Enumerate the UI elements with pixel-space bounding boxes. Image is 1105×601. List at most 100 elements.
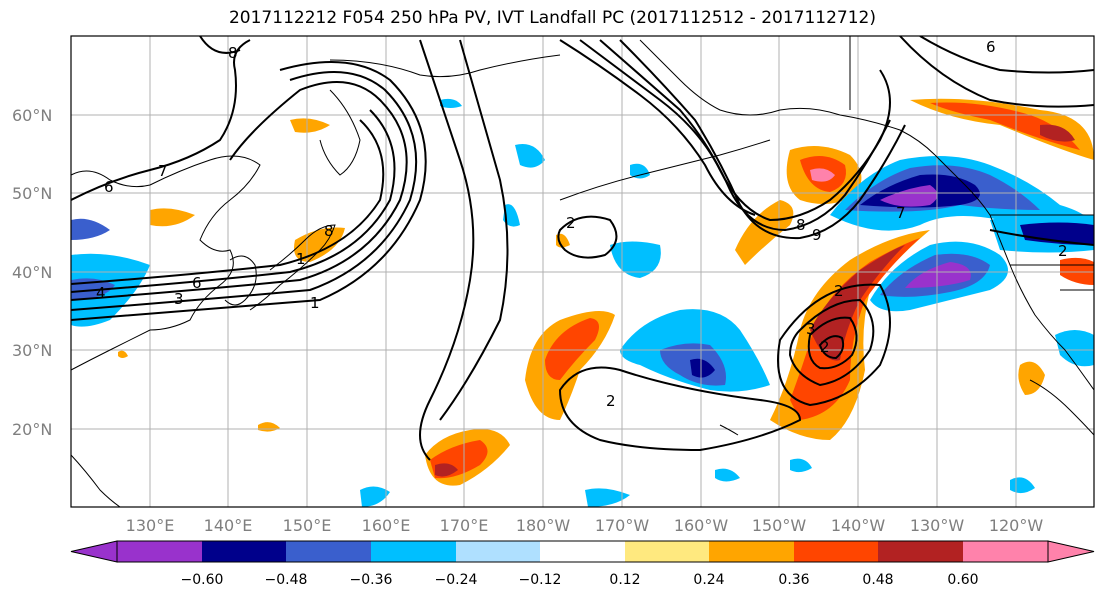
contour-jet-5 xyxy=(71,119,385,285)
colorbar-segment xyxy=(709,541,794,562)
colorbar-segment xyxy=(963,541,1048,562)
contour-cutoff-3 xyxy=(777,283,891,407)
colorbar-extend-low xyxy=(70,540,118,563)
map-frame xyxy=(70,35,1095,508)
lat-label: 50°N xyxy=(12,184,52,203)
contour-label: 6 xyxy=(104,178,114,196)
colorbar-tick-label: −0.24 xyxy=(435,572,478,588)
coastlines xyxy=(71,36,1094,507)
colorbar-segment xyxy=(117,541,202,562)
coast-siberia xyxy=(329,54,561,78)
negative-anomaly-mexico xyxy=(1055,330,1094,367)
colorbar-segment xyxy=(540,541,625,562)
negative-anomaly-mid-4 xyxy=(630,163,650,179)
lon-label: 130°E xyxy=(126,516,175,535)
contour-label: 6 xyxy=(986,38,996,56)
lon-label: 160°W xyxy=(674,516,729,535)
contour-label: 8 xyxy=(324,222,334,240)
colorbar-segment xyxy=(371,541,456,562)
negative-anomaly-coast-core xyxy=(880,185,938,207)
contour-east-2 xyxy=(899,36,1094,108)
colorbar-outline xyxy=(116,540,1049,563)
contour-west-8 xyxy=(199,36,241,54)
lon-label: 150°E xyxy=(283,516,332,535)
contour-label: 8 xyxy=(228,44,238,62)
longitude-labels: 130°E 140°E 150°E 160°E 170°E 180°W 170°… xyxy=(126,516,1044,535)
colorbar-segment xyxy=(625,541,709,562)
lon-label: 120°W xyxy=(989,516,1044,535)
colorbar-tick-label: −0.60 xyxy=(181,572,224,588)
lon-label: 150°W xyxy=(752,516,807,535)
contour-east-3 xyxy=(989,229,1094,246)
contour-label: 1 xyxy=(310,294,320,312)
lon-label: 140°E xyxy=(204,516,253,535)
contour-trough-3 xyxy=(619,39,906,240)
chart-title: 2017112212 F054 250 hPa PV, IVT Landfall… xyxy=(228,8,876,28)
negative-anomaly-s3 xyxy=(715,468,740,482)
negative-anomaly-central-core xyxy=(690,358,715,378)
colorbar-tick-label: −0.36 xyxy=(350,572,393,588)
contour-label: 7 xyxy=(896,204,906,222)
gridlines xyxy=(71,36,1094,507)
colorbar-segment xyxy=(286,541,371,562)
coast-us-west xyxy=(989,214,1094,391)
negative-anomaly-mid-3 xyxy=(503,204,520,227)
contour-cutoff-1 xyxy=(788,298,875,387)
coast-kamchatka xyxy=(319,89,361,176)
coast-aleutians xyxy=(559,139,771,201)
colorbar-segment xyxy=(456,541,540,562)
negative-anomaly-south-coast-core xyxy=(905,262,971,288)
contour-label: 7 xyxy=(158,162,168,180)
colorbar-tick-label: 0.12 xyxy=(609,572,640,588)
contour-ridge-2 xyxy=(439,39,509,421)
colorbar-segment xyxy=(794,541,878,562)
lon-label: 170°E xyxy=(440,516,489,535)
contour-label: 2 xyxy=(566,214,576,232)
positive-anomaly-kamchatka xyxy=(290,118,330,133)
lat-label: 40°N xyxy=(12,263,52,282)
contour-label: 2 xyxy=(820,338,830,356)
colorbar-segment xyxy=(202,541,286,562)
contour-east-1 xyxy=(919,36,1094,74)
contour-jet-3 xyxy=(71,61,427,321)
positive-anomaly-central-core xyxy=(545,318,599,380)
contour-label: 3 xyxy=(174,290,184,308)
contour-jet-1 xyxy=(71,81,408,301)
coast-hawaii xyxy=(719,424,739,436)
colorbar-tick-label: 0.60 xyxy=(947,572,978,588)
negative-anomaly-west xyxy=(71,218,110,240)
colorbar-tick-label: −0.12 xyxy=(519,572,562,588)
ivt-shading xyxy=(71,98,1094,507)
lon-label: 180°W xyxy=(516,516,571,535)
lat-label: 30°N xyxy=(12,341,52,360)
pv-contours xyxy=(71,36,1094,461)
contour-labels: 8 7 6 8 1 4 3 6 1 2 2 6 2 8 9 7 2 3 2 xyxy=(96,38,1068,410)
positive-anomaly-gulf-peak xyxy=(810,168,835,182)
negative-anomaly-sw xyxy=(360,486,390,507)
colorbar-tick-label: 0.36 xyxy=(778,572,809,588)
contour-label: 8 xyxy=(796,216,806,234)
coast-philippines xyxy=(71,454,121,507)
lon-label: 130°W xyxy=(910,516,965,535)
contour-cutoff-2 xyxy=(807,316,858,370)
negative-anomaly-mid-1 xyxy=(610,241,661,278)
contour-label: 9 xyxy=(812,226,822,244)
lon-label: 140°W xyxy=(831,516,886,535)
contour-label: 6 xyxy=(192,274,202,292)
positive-anomaly-ne xyxy=(910,98,1094,160)
positive-anomaly-baja xyxy=(1018,361,1045,395)
positive-anomaly-small-2 xyxy=(118,350,128,358)
positive-anomaly-ne-core xyxy=(930,102,1080,150)
lat-label: 60°N xyxy=(12,106,52,125)
lon-label: 160°E xyxy=(362,516,411,535)
latitude-labels: 60°N 50°N 40°N 30°N 20°N xyxy=(12,106,52,439)
positive-anomaly-south-dark xyxy=(435,463,458,477)
contour-jet-4 xyxy=(71,109,396,293)
negative-anomaly-nw xyxy=(440,98,462,108)
contour-label: 2 xyxy=(606,392,616,410)
coast-alaska xyxy=(639,39,936,156)
coast-asia xyxy=(71,155,261,371)
coast-mexico xyxy=(1029,379,1094,436)
colorbar-segment xyxy=(878,541,963,562)
